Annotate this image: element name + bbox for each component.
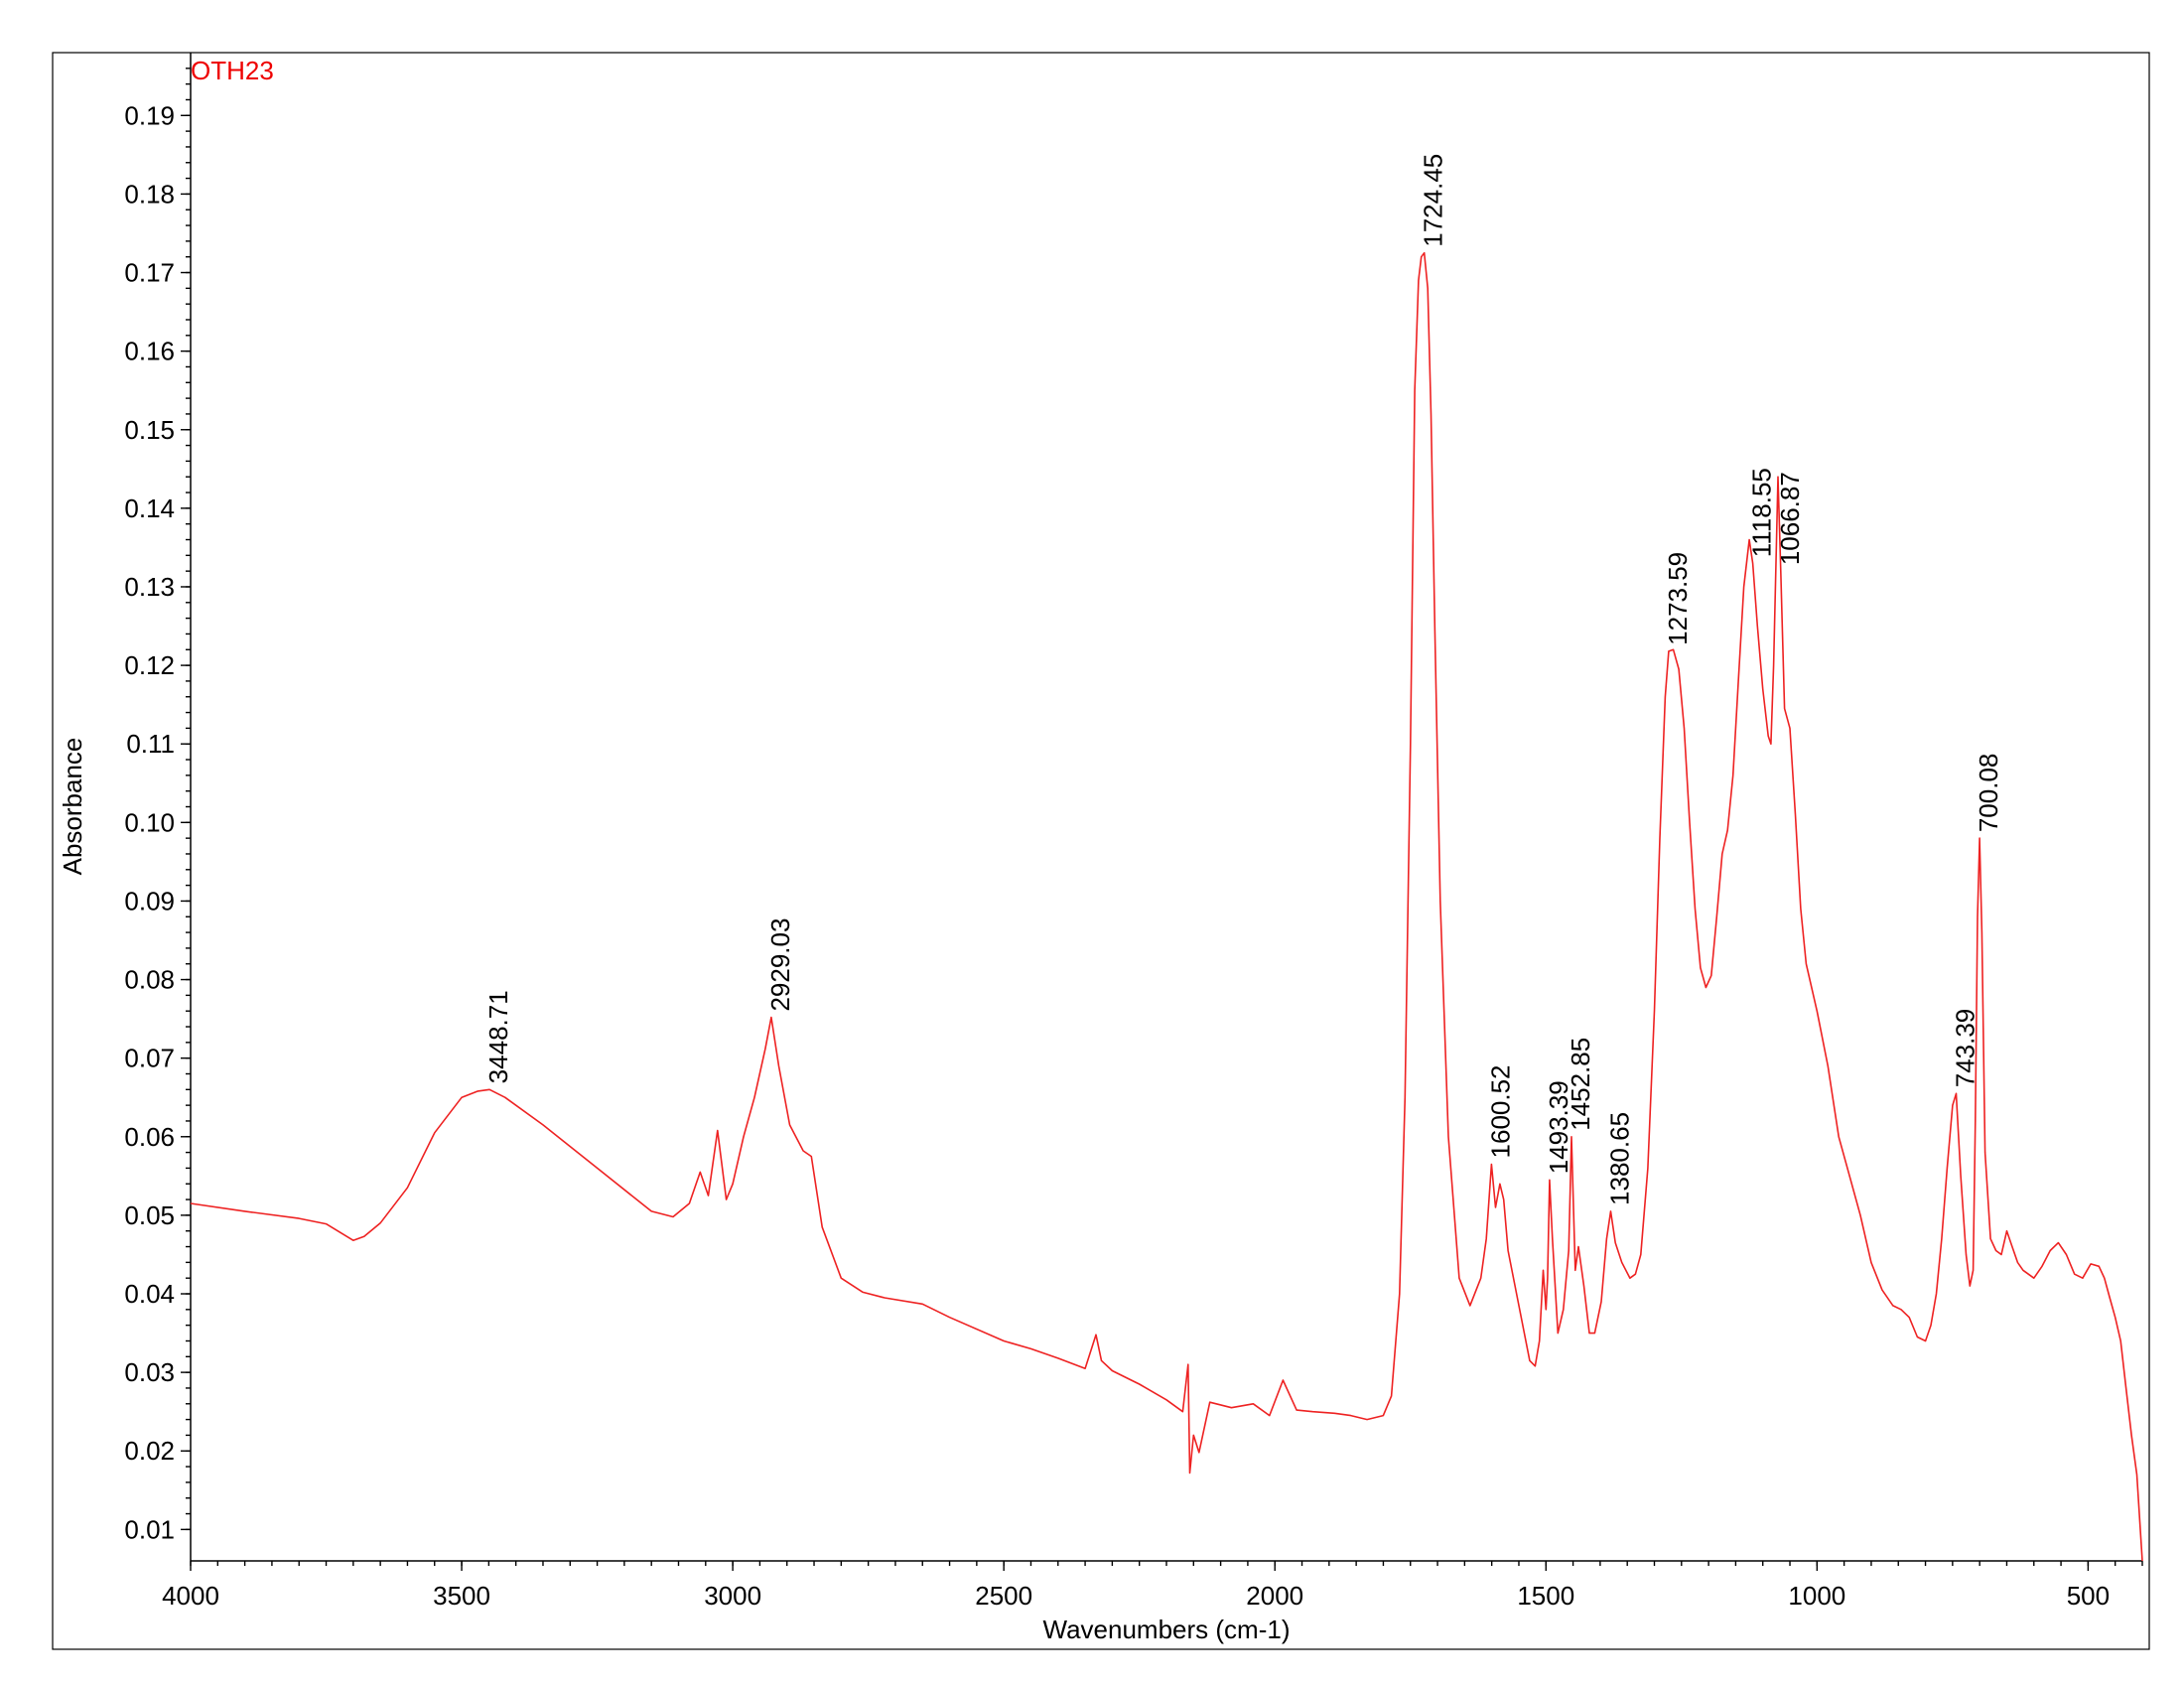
y-tick-label: 0.15 xyxy=(124,415,175,445)
y-axis-title: Absorbance xyxy=(58,738,87,876)
y-tick-label: 0.12 xyxy=(124,650,175,680)
x-tick-label: 1000 xyxy=(1788,1581,1845,1611)
y-tick-label: 0.09 xyxy=(124,886,175,915)
x-tick-label: 2500 xyxy=(975,1581,1032,1611)
y-tick-label: 0.05 xyxy=(124,1200,175,1230)
peak-label: 1273.59 xyxy=(1663,552,1693,645)
y-tick-label: 0.16 xyxy=(124,337,175,366)
peak-label: 2929.03 xyxy=(765,918,795,1012)
peak-label: 1380.65 xyxy=(1604,1112,1634,1205)
y-tick-label: 0.17 xyxy=(124,258,175,288)
y-tick-label: 0.11 xyxy=(126,729,175,759)
y-tick-label: 0.10 xyxy=(124,807,175,837)
peak-label: 1066.87 xyxy=(1775,472,1805,565)
y-tick-label: 0.07 xyxy=(124,1044,175,1073)
y-tick-label: 0.03 xyxy=(124,1357,175,1387)
y-tick-label: 0.08 xyxy=(124,965,175,995)
y-tick-label: 0.19 xyxy=(124,100,175,130)
peak-label: 1600.52 xyxy=(1485,1064,1515,1158)
y-tick-label: 0.18 xyxy=(124,179,175,209)
peak-label: 3448.71 xyxy=(483,990,513,1083)
peak-label: 1452.85 xyxy=(1566,1038,1595,1131)
y-tick-label: 0.04 xyxy=(124,1279,175,1309)
x-tick-label: 2000 xyxy=(1246,1581,1303,1611)
peak-label: 1118.55 xyxy=(1747,468,1777,557)
peak-label: 1493.39 xyxy=(1544,1080,1573,1174)
sample-label: OTH23 xyxy=(191,56,274,85)
y-tick-label: 0.14 xyxy=(124,493,175,523)
x-axis-title: Wavenumbers (cm-1) xyxy=(1043,1615,1291,1644)
y-tick-label: 0.13 xyxy=(124,572,175,602)
x-tick-label: 1500 xyxy=(1517,1581,1574,1611)
y-tick-label: 0.02 xyxy=(124,1436,175,1466)
x-tick-label: 500 xyxy=(2067,1581,2110,1611)
peak-label: 1724.45 xyxy=(1419,154,1448,247)
peak-label: 700.08 xyxy=(1974,754,2003,833)
x-tick-label: 3500 xyxy=(433,1581,490,1611)
spectrum-line xyxy=(190,251,2143,1562)
y-tick-label: 0.01 xyxy=(124,1514,175,1544)
figure-frame xyxy=(52,52,2150,1650)
peak-label: 743.39 xyxy=(1950,1009,1979,1088)
plot-area: 0.01 0.02 0.03 0.04 0.05 0.06 0.07 0.08 0.09 0.10… xyxy=(124,53,2143,1611)
x-tick-label: 3000 xyxy=(704,1581,761,1611)
y-tick-label: 0.06 xyxy=(124,1122,175,1152)
x-tick-label: 4000 xyxy=(162,1581,219,1611)
